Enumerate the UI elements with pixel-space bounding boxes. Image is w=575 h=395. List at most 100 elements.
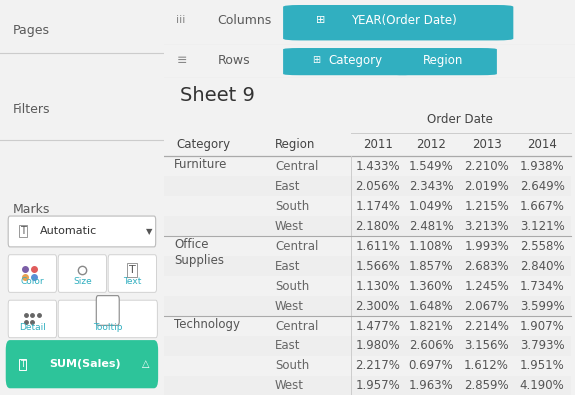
Text: 1.957%: 1.957% bbox=[355, 380, 400, 393]
Text: ▼: ▼ bbox=[146, 227, 152, 236]
Text: 1.857%: 1.857% bbox=[409, 260, 454, 273]
FancyBboxPatch shape bbox=[8, 255, 56, 292]
Text: 0.697%: 0.697% bbox=[409, 359, 454, 372]
Text: Tooltip: Tooltip bbox=[93, 323, 122, 332]
Text: 2.056%: 2.056% bbox=[355, 180, 400, 193]
Text: South: South bbox=[275, 280, 309, 293]
Text: 2.210%: 2.210% bbox=[464, 160, 509, 173]
Text: 1.049%: 1.049% bbox=[409, 199, 454, 213]
Text: Central: Central bbox=[275, 320, 318, 333]
Text: East: East bbox=[275, 180, 300, 193]
Text: Furniture: Furniture bbox=[174, 158, 228, 171]
FancyBboxPatch shape bbox=[390, 48, 497, 75]
Text: Columns: Columns bbox=[217, 14, 271, 27]
Text: 2.067%: 2.067% bbox=[464, 299, 509, 312]
Bar bbox=[164, 296, 571, 316]
Text: 2.214%: 2.214% bbox=[464, 320, 509, 333]
Text: 1.611%: 1.611% bbox=[355, 240, 400, 252]
FancyBboxPatch shape bbox=[283, 48, 415, 75]
FancyBboxPatch shape bbox=[58, 300, 158, 338]
FancyBboxPatch shape bbox=[8, 216, 156, 247]
Text: Central: Central bbox=[275, 240, 318, 252]
Text: 1.907%: 1.907% bbox=[520, 320, 565, 333]
Text: 1.963%: 1.963% bbox=[409, 380, 454, 393]
Text: Pages: Pages bbox=[13, 24, 50, 37]
Text: Filters: Filters bbox=[13, 103, 51, 116]
Text: 2.019%: 2.019% bbox=[464, 180, 509, 193]
Text: Size: Size bbox=[73, 277, 92, 286]
Text: South: South bbox=[275, 359, 309, 372]
Bar bbox=[164, 216, 571, 236]
Text: Color: Color bbox=[21, 277, 44, 286]
Bar bbox=[164, 176, 571, 196]
Text: 2012: 2012 bbox=[416, 138, 446, 151]
Bar bbox=[164, 376, 571, 395]
Text: West: West bbox=[275, 299, 304, 312]
Text: 2.217%: 2.217% bbox=[355, 359, 400, 372]
Text: East: East bbox=[275, 339, 300, 352]
Text: 3.793%: 3.793% bbox=[520, 339, 565, 352]
Text: SUM(Sales): SUM(Sales) bbox=[49, 359, 121, 369]
Text: 1.951%: 1.951% bbox=[520, 359, 565, 372]
Text: 3.213%: 3.213% bbox=[464, 220, 509, 233]
Text: Marks: Marks bbox=[13, 203, 51, 216]
Text: 1.993%: 1.993% bbox=[464, 240, 509, 252]
Text: T: T bbox=[20, 226, 26, 237]
Text: T: T bbox=[129, 265, 136, 275]
Text: 2.300%: 2.300% bbox=[355, 299, 400, 312]
Text: 1.980%: 1.980% bbox=[355, 339, 400, 352]
Text: West: West bbox=[275, 220, 304, 233]
Text: Category: Category bbox=[176, 138, 231, 151]
Text: 1.130%: 1.130% bbox=[355, 280, 400, 293]
FancyBboxPatch shape bbox=[108, 255, 156, 292]
Text: 1.648%: 1.648% bbox=[409, 299, 454, 312]
Text: 1.821%: 1.821% bbox=[409, 320, 454, 333]
Text: Sheet 9: Sheet 9 bbox=[181, 86, 255, 105]
Text: Category: Category bbox=[328, 53, 382, 66]
Text: Text: Text bbox=[123, 277, 141, 286]
Text: 4.190%: 4.190% bbox=[520, 380, 565, 393]
Text: 2.558%: 2.558% bbox=[520, 240, 564, 252]
Text: 1.433%: 1.433% bbox=[355, 160, 400, 173]
Text: Automatic: Automatic bbox=[40, 226, 97, 237]
Text: East: East bbox=[275, 260, 300, 273]
Text: 1.549%: 1.549% bbox=[409, 160, 454, 173]
Text: 1.734%: 1.734% bbox=[520, 280, 565, 293]
Text: 2.649%: 2.649% bbox=[520, 180, 565, 193]
Text: 1.215%: 1.215% bbox=[464, 199, 509, 213]
Text: South: South bbox=[275, 199, 309, 213]
Text: 1.360%: 1.360% bbox=[409, 280, 454, 293]
Text: Central: Central bbox=[275, 160, 318, 173]
Text: Region: Region bbox=[275, 138, 315, 151]
FancyBboxPatch shape bbox=[8, 300, 56, 338]
FancyBboxPatch shape bbox=[6, 340, 158, 388]
Text: Technology: Technology bbox=[174, 318, 240, 331]
Text: iii: iii bbox=[176, 15, 186, 25]
FancyBboxPatch shape bbox=[283, 5, 513, 40]
Text: 1.245%: 1.245% bbox=[464, 280, 509, 293]
Text: 2013: 2013 bbox=[472, 138, 501, 151]
Text: 3.599%: 3.599% bbox=[520, 299, 565, 312]
Text: 1.667%: 1.667% bbox=[520, 199, 565, 213]
Text: 1.566%: 1.566% bbox=[355, 260, 400, 273]
Text: 3.121%: 3.121% bbox=[520, 220, 565, 233]
Text: YEAR(Order Date): YEAR(Order Date) bbox=[351, 14, 457, 27]
FancyBboxPatch shape bbox=[58, 255, 106, 292]
Text: 1.938%: 1.938% bbox=[520, 160, 565, 173]
Text: 2.180%: 2.180% bbox=[355, 220, 400, 233]
Text: Detail: Detail bbox=[19, 323, 46, 332]
Text: 2.859%: 2.859% bbox=[464, 380, 509, 393]
Text: 1.477%: 1.477% bbox=[355, 320, 400, 333]
FancyBboxPatch shape bbox=[96, 295, 119, 325]
Text: 2014: 2014 bbox=[527, 138, 557, 151]
Text: T: T bbox=[21, 360, 25, 369]
Text: Rows: Rows bbox=[217, 53, 250, 66]
Text: 1.612%: 1.612% bbox=[464, 359, 509, 372]
Text: 2.840%: 2.840% bbox=[520, 260, 565, 273]
Text: 1.108%: 1.108% bbox=[409, 240, 454, 252]
Text: 2.481%: 2.481% bbox=[409, 220, 454, 233]
Text: 2011: 2011 bbox=[363, 138, 393, 151]
Text: 3.156%: 3.156% bbox=[464, 339, 509, 352]
Text: ⊞: ⊞ bbox=[316, 15, 325, 25]
Text: Region: Region bbox=[423, 53, 463, 66]
